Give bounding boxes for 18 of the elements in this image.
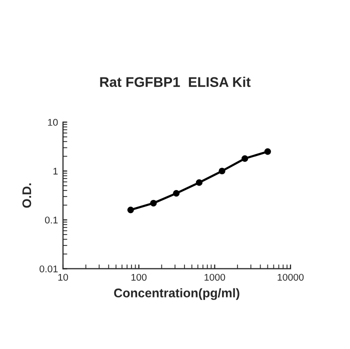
point <box>264 148 271 155</box>
x-axis-title: Concentration(pg/ml) <box>114 288 240 300</box>
x-tick-label: 10 <box>58 274 68 281</box>
y-tick-label: 1 <box>53 168 58 175</box>
x-tick-label: 1000 <box>204 274 226 281</box>
y-tick-label: 10 <box>48 118 58 126</box>
point <box>173 190 180 197</box>
y-tick-label: 0.1 <box>45 216 58 224</box>
x-tick-label: 100 <box>131 274 147 281</box>
point <box>218 168 226 174</box>
point <box>150 200 157 206</box>
y-tick-label: 0.01 <box>40 265 58 272</box>
point <box>196 179 202 186</box>
x-tick-label: 10000 <box>278 274 304 281</box>
point <box>127 206 134 214</box>
point <box>242 155 248 162</box>
y-axis-title: O.D. <box>22 183 32 208</box>
chart-title: Rat FGFBP1 ELISA Kit <box>100 76 251 87</box>
